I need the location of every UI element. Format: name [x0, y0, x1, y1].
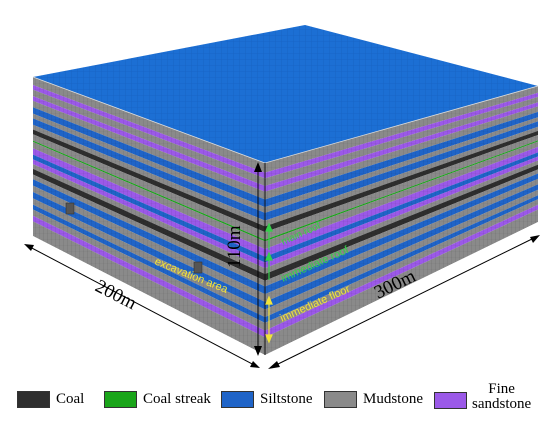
- legend-swatch-mudstone: [324, 391, 357, 408]
- width-dimension: [24, 244, 260, 368]
- legend-swatch-coal: [17, 391, 50, 408]
- legend-label-fine: Fine: [488, 381, 515, 397]
- front-face-grid: [33, 77, 265, 355]
- side-face-grid: [265, 86, 538, 355]
- excavation-marker-left: [65, 202, 75, 215]
- legend-coal-streak: Coal streak: [104, 391, 211, 408]
- legend-swatch-fine-sandstone: [434, 391, 467, 409]
- legend: Coal Coal streak Siltstone Mudstone Fine…: [0, 375, 550, 422]
- height-label: 110m: [224, 225, 245, 268]
- height-dimension: [254, 162, 262, 356]
- length-dimension: [268, 235, 540, 369]
- floor-arrows: [265, 295, 273, 344]
- legend-label-coal: Coal: [56, 391, 85, 407]
- model-top-grid: [33, 25, 538, 163]
- legend-coal: Coal: [17, 391, 84, 408]
- legend-siltstone: Siltstone: [221, 391, 313, 408]
- legend-label-coal-streak: Coal streak: [143, 391, 211, 407]
- legend-fine-sandstone: Fine sandstone: [434, 382, 531, 412]
- legend-label-mudstone: Mudstone: [363, 391, 423, 407]
- legend-label-sandstone: sandstone: [472, 396, 532, 412]
- legend-swatch-coal-streak: [104, 391, 137, 408]
- legend-swatch-siltstone: [221, 391, 254, 408]
- legend-mudstone: Mudstone: [324, 391, 423, 408]
- legend-label-siltstone: Siltstone: [260, 391, 313, 407]
- roof-arrows: [265, 222, 273, 280]
- legend-label-fine-sandstone: Fine sandstone: [472, 382, 531, 412]
- excavation-marker-right: [193, 261, 203, 274]
